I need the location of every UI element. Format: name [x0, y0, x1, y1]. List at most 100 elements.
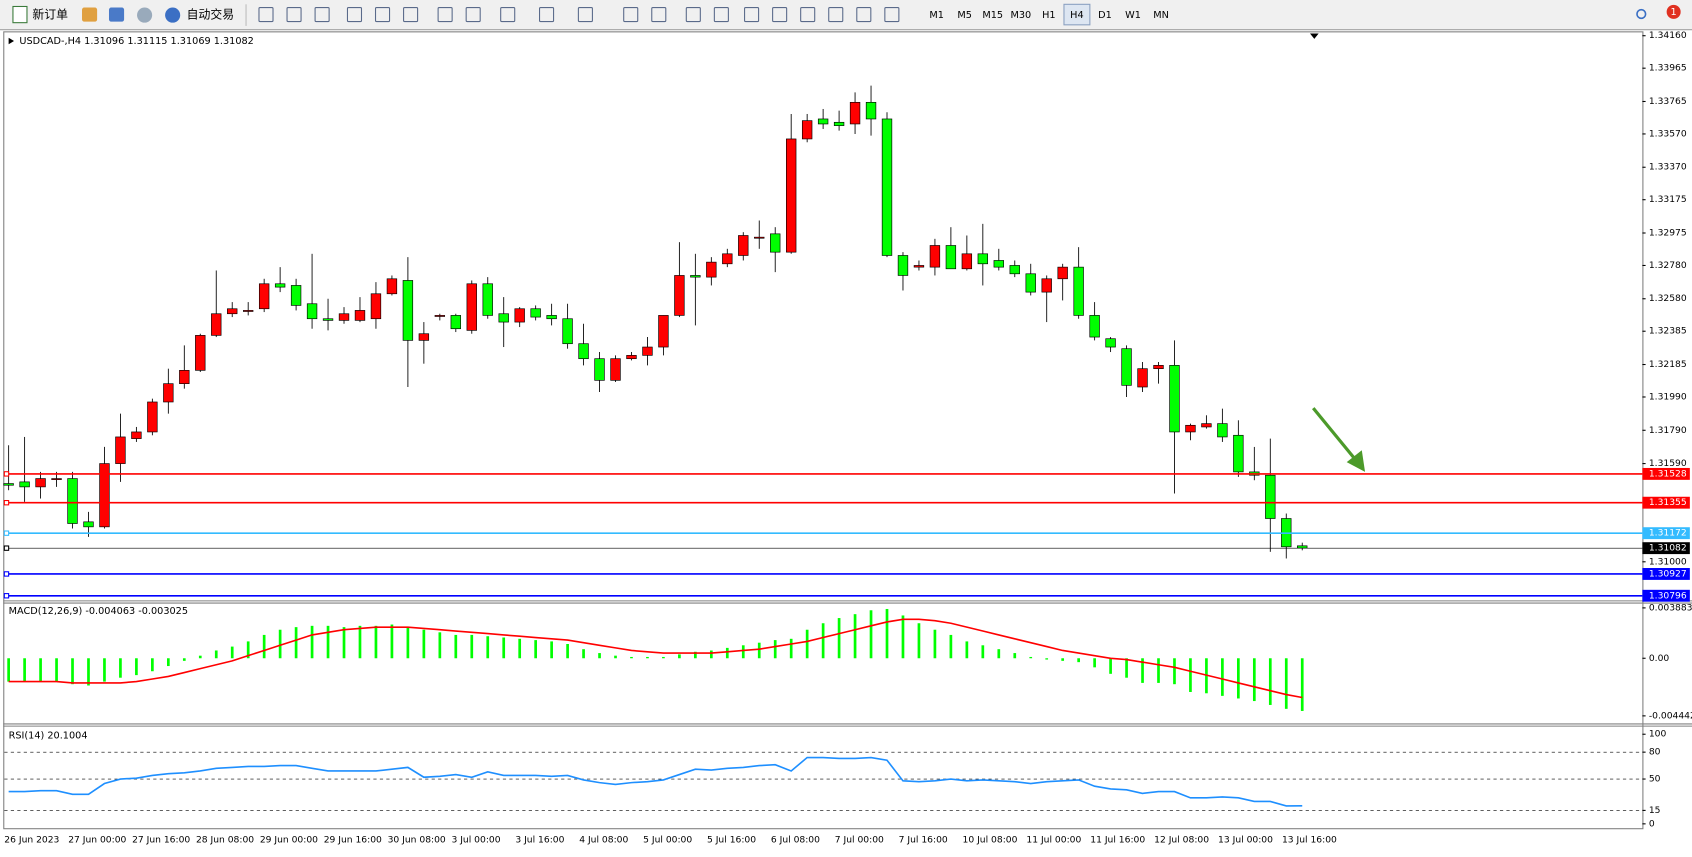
candle-body [833, 121, 845, 126]
candle-body [738, 235, 749, 256]
candle-body [801, 120, 813, 140]
candle-body [1233, 434, 1244, 473]
y-tick-label: 1.31990 [1649, 391, 1687, 402]
timeframe-button[interactable]: M1 [929, 10, 944, 21]
toolbar-bg [0, 0, 1692, 30]
candle-body [1201, 423, 1212, 428]
y-tick-label: -0.004442 [1649, 710, 1692, 721]
candle-body [1137, 368, 1148, 388]
level-label-bg [1642, 589, 1690, 602]
tool-icon[interactable] [744, 7, 760, 23]
level-handle[interactable] [3, 471, 10, 477]
tool-icon[interactable] [713, 7, 729, 23]
x-tick-label: 11 Jul 00:00 [1026, 835, 1081, 846]
candle-body [1073, 266, 1084, 316]
candle-body [3, 483, 14, 486]
auto-trading-button[interactable]: 自动交易 [165, 7, 234, 23]
level-label-bg [1642, 542, 1690, 555]
tool-icon[interactable] [800, 7, 816, 23]
timeframe-button[interactable]: MN [1153, 10, 1169, 21]
tool-icon[interactable] [685, 7, 701, 23]
tool-icon[interactable] [651, 7, 667, 23]
candle-body [306, 303, 318, 320]
tool-icon[interactable] [286, 7, 302, 23]
candle-body [195, 335, 206, 371]
tool-icon[interactable] [772, 7, 788, 23]
timeframe-button[interactable]: M15 [982, 10, 1003, 21]
tool-icon[interactable] [314, 7, 330, 23]
level-handle[interactable] [3, 500, 10, 506]
x-tick-label: 13 Jul 16:00 [1282, 835, 1337, 846]
y-tick-label: 1.33965 [1649, 63, 1687, 74]
x-tick-label: 4 Jul 08:00 [579, 835, 628, 846]
tool-icons [258, 7, 900, 23]
signal-line [8, 618, 1303, 699]
candle-body [817, 118, 829, 125]
timeframe-button[interactable]: M30 [1010, 10, 1031, 21]
x-tick-label: 10 Jul 08:00 [963, 835, 1018, 846]
y-tick-label: 1.33175 [1649, 194, 1687, 205]
rsi-line [8, 756, 1303, 807]
level-handle[interactable] [3, 530, 10, 536]
level-label-bg [1642, 568, 1690, 580]
tool-icon[interactable] [465, 7, 481, 23]
candle-body [562, 318, 573, 345]
candle-body [514, 308, 525, 323]
y-tick-label: 1.32185 [1649, 359, 1687, 370]
timeframe-button[interactable]: D1 [1098, 10, 1112, 21]
y-tick-label: 1.33765 [1649, 96, 1687, 107]
timeframe-button[interactable]: H1 [1042, 10, 1055, 21]
y-tick-label: 100 [1649, 729, 1667, 740]
tool-icon[interactable] [346, 7, 363, 23]
y-tick-label: 1.33570 [1649, 128, 1687, 139]
macd-title: MACD(12,26,9) -0.004063 -0.003025 [9, 606, 188, 617]
level-label-bg [1642, 467, 1690, 480]
search-icon[interactable] [1636, 8, 1647, 20]
candle-body [211, 313, 222, 336]
tool-icon[interactable] [258, 7, 274, 23]
timeframe-button[interactable]: H4 [1070, 10, 1083, 21]
candle-body [546, 315, 557, 320]
y-tick-label: 1.31790 [1649, 425, 1687, 436]
candle-body [578, 343, 589, 360]
tool-icon[interactable] [403, 7, 419, 23]
tool-icon[interactable] [884, 7, 900, 23]
candle-body [67, 478, 78, 524]
candle-body [610, 358, 621, 381]
timeframe-button[interactable]: W1 [1125, 10, 1141, 21]
icon[interactable] [108, 7, 125, 22]
tool-icon[interactable] [577, 7, 593, 23]
timeframe-button[interactable]: M5 [957, 10, 972, 21]
rsi-title: RSI(14) 20.1004 [9, 730, 88, 741]
candle-body [498, 313, 509, 323]
candle-body [530, 308, 541, 318]
tool-icon[interactable] [539, 7, 555, 23]
tool-icon[interactable] [437, 7, 453, 23]
candle-body [945, 245, 957, 270]
y-tick-label: 15 [1649, 805, 1661, 816]
x-tick-label: 6 Jul 08:00 [771, 835, 820, 846]
candle-body [961, 253, 973, 270]
y-tick-label: 1.32385 [1649, 326, 1687, 337]
level-handle[interactable] [3, 571, 10, 577]
new-order-button[interactable]: 新订单 [12, 5, 68, 24]
tool-icon[interactable] [828, 7, 844, 23]
candle-body [131, 431, 142, 439]
x-tick-label: 28 Jun 08:00 [196, 835, 254, 846]
notification-badge[interactable] [1666, 4, 1681, 19]
candle-body [1185, 424, 1196, 433]
x-tick-label: 29 Jun 16:00 [324, 835, 382, 846]
tool-icon[interactable] [856, 7, 872, 23]
icon[interactable] [137, 7, 153, 23]
timeframe-selected[interactable] [1063, 3, 1091, 26]
tool-icon[interactable] [623, 7, 639, 23]
tool-icon[interactable] [500, 7, 516, 23]
tool-icon[interactable] [374, 7, 391, 23]
candle-body [786, 138, 797, 253]
y-tick-label: 1.31590 [1649, 458, 1687, 469]
level-handle[interactable] [3, 593, 10, 599]
level-handle[interactable] [3, 545, 10, 551]
icon[interactable] [82, 7, 98, 22]
candle-body [450, 315, 461, 330]
